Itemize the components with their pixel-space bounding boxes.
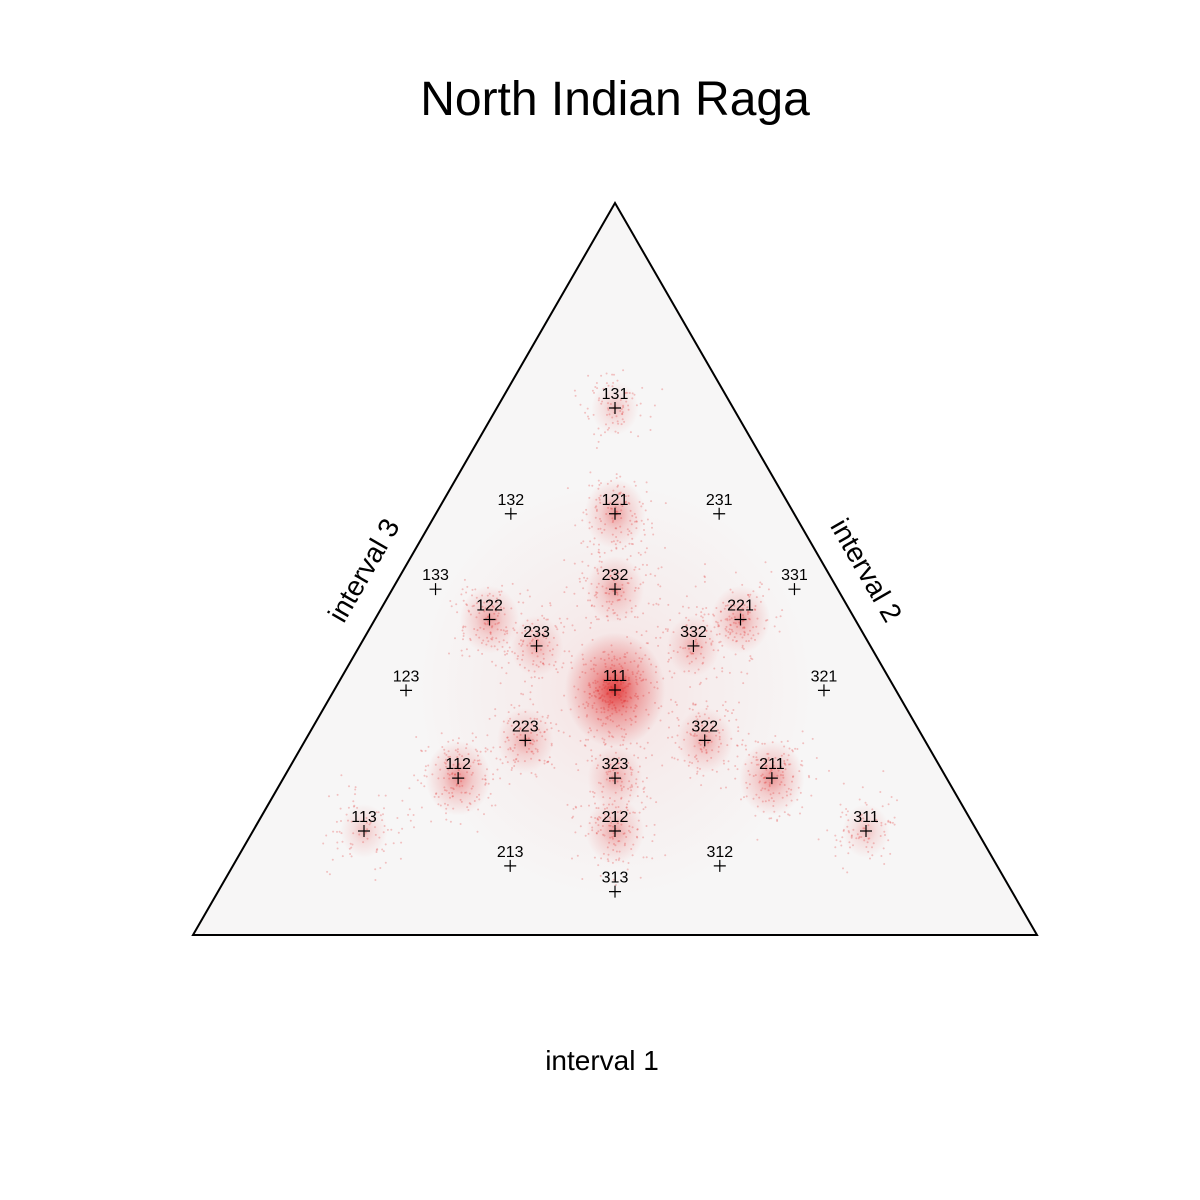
point-label-331: 331 (781, 567, 808, 584)
point-112: 112 (445, 756, 471, 785)
point-label-132: 132 (497, 492, 524, 509)
point-label-313: 313 (602, 870, 629, 887)
point-221: 221 (727, 598, 754, 626)
point-label-311: 311 (853, 809, 879, 826)
point-133: 133 (422, 567, 449, 596)
point-label-213: 213 (497, 844, 524, 861)
point-marker-231 (713, 507, 726, 520)
point-211: 211 (759, 756, 785, 785)
point-marker-131 (609, 402, 621, 414)
point-231: 231 (706, 492, 733, 520)
point-label-113: 113 (351, 809, 377, 826)
point-label-323: 323 (602, 756, 629, 773)
point-label-232: 232 (602, 567, 629, 584)
point-marker-133 (429, 583, 442, 596)
point-marker-221 (734, 613, 747, 626)
point-marker-132 (504, 507, 517, 520)
point-label-122: 122 (476, 598, 503, 615)
point-label-332: 332 (680, 624, 707, 641)
point-marker-123 (400, 684, 413, 697)
point-marker-121 (609, 507, 621, 520)
point-212: 212 (602, 809, 629, 837)
point-213: 213 (497, 844, 524, 872)
point-label-223: 223 (512, 718, 539, 735)
point-marker-312 (713, 859, 726, 872)
point-113: 113 (351, 809, 377, 837)
point-label-312: 312 (706, 844, 733, 861)
point-332: 332 (680, 624, 707, 652)
axis-label-interval-1: interval 1 (545, 1045, 659, 1076)
point-marker-112 (452, 772, 465, 785)
point-marker-111 (609, 684, 621, 696)
point-122: 122 (476, 598, 503, 626)
point-322: 322 (691, 718, 718, 747)
point-marker-232 (609, 583, 621, 596)
point-marker-311 (860, 825, 872, 837)
density-speckles (322, 369, 898, 886)
point-label-231: 231 (706, 492, 733, 509)
point-label-133: 133 (422, 567, 449, 584)
point-label-322: 322 (691, 718, 718, 735)
point-marker-331 (788, 583, 801, 596)
point-111: 111 (603, 668, 627, 696)
point-121: 121 (602, 492, 629, 520)
point-label-221: 221 (727, 598, 754, 615)
chart-title: North Indian Raga (420, 73, 810, 126)
point-marker-213 (504, 859, 517, 872)
triangle-outline (191, 200, 1039, 936)
point-123: 123 (393, 668, 420, 697)
point-321: 321 (811, 668, 838, 697)
point-312: 312 (706, 844, 733, 872)
point-marker-322 (698, 734, 711, 747)
points-layer: 131 132 121 231 133 232 331 122 221 233 332 123 111 3… (351, 386, 879, 898)
point-132: 132 (497, 492, 524, 520)
point-131: 131 (602, 386, 629, 414)
point-marker-113 (358, 825, 370, 837)
point-label-321: 321 (811, 668, 838, 685)
point-label-111: 111 (603, 668, 627, 685)
point-311: 311 (853, 809, 879, 837)
point-223: 223 (512, 718, 539, 747)
point-marker-211 (765, 772, 778, 785)
point-label-233: 233 (523, 624, 550, 641)
point-marker-321 (817, 684, 830, 697)
point-marker-212 (609, 825, 621, 837)
point-label-121: 121 (602, 492, 629, 509)
point-marker-332 (687, 639, 700, 652)
point-marker-122 (483, 613, 496, 626)
point-label-112: 112 (445, 756, 471, 773)
point-marker-323 (609, 772, 621, 785)
point-331: 331 (781, 567, 808, 596)
point-232: 232 (602, 567, 629, 596)
point-label-211: 211 (759, 756, 785, 773)
point-label-131: 131 (602, 386, 629, 403)
point-label-123: 123 (393, 668, 420, 685)
point-marker-223 (519, 734, 532, 747)
point-233: 233 (523, 624, 550, 652)
point-323: 323 (602, 756, 629, 785)
point-313: 313 (602, 870, 629, 898)
point-label-212: 212 (602, 809, 629, 826)
point-marker-233 (530, 639, 543, 652)
point-marker-313 (609, 885, 621, 898)
